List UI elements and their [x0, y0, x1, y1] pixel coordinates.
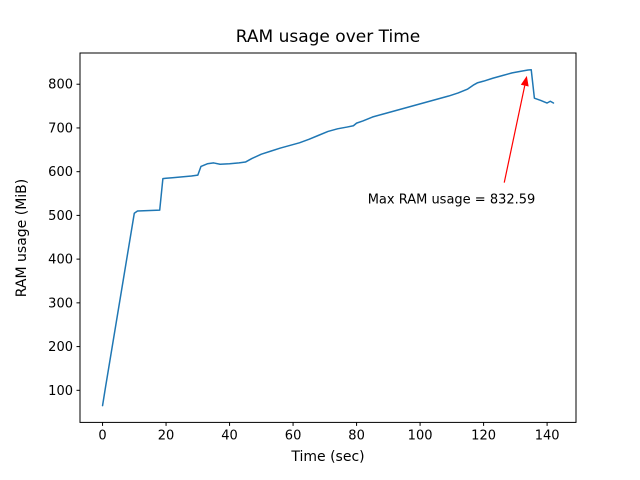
y-tick-label: 300: [48, 296, 73, 311]
x-tick-label: 20: [158, 428, 175, 443]
y-axis-label: RAM usage (MiB): [14, 179, 30, 297]
y-tick-label: 800: [48, 78, 73, 93]
x-tick-label: 140: [535, 428, 560, 443]
x-tick-label: 0: [98, 428, 106, 443]
y-tick-label: 700: [48, 121, 73, 136]
annotation-arrowhead: [520, 75, 529, 87]
y-tick-label: 500: [48, 209, 73, 224]
x-tick-label: 60: [285, 428, 302, 443]
annotation-arrow-line: [503, 85, 526, 183]
y-tick-label: 400: [48, 253, 73, 268]
x-tick-label: 120: [471, 428, 496, 443]
plot-area: 0 20 40 60 80 100 120 140 100 200 300 400 500 600 700 8…: [48, 52, 577, 443]
axes-frame: [79, 52, 577, 423]
max-annotation-text: Max RAM usage = 832.59: [368, 193, 536, 208]
x-tick-label: 40: [221, 428, 238, 443]
y-tick-label: 600: [48, 165, 73, 180]
x-tick-label: 80: [348, 428, 365, 443]
y-tick-label: 100: [48, 384, 73, 399]
x-axis-label: Time (sec): [290, 449, 364, 465]
chart-title: RAM usage over Time: [236, 27, 420, 47]
ram-usage-line: [101, 69, 555, 407]
y-tick-label: 200: [48, 340, 73, 355]
x-tick-label: 100: [408, 428, 433, 443]
